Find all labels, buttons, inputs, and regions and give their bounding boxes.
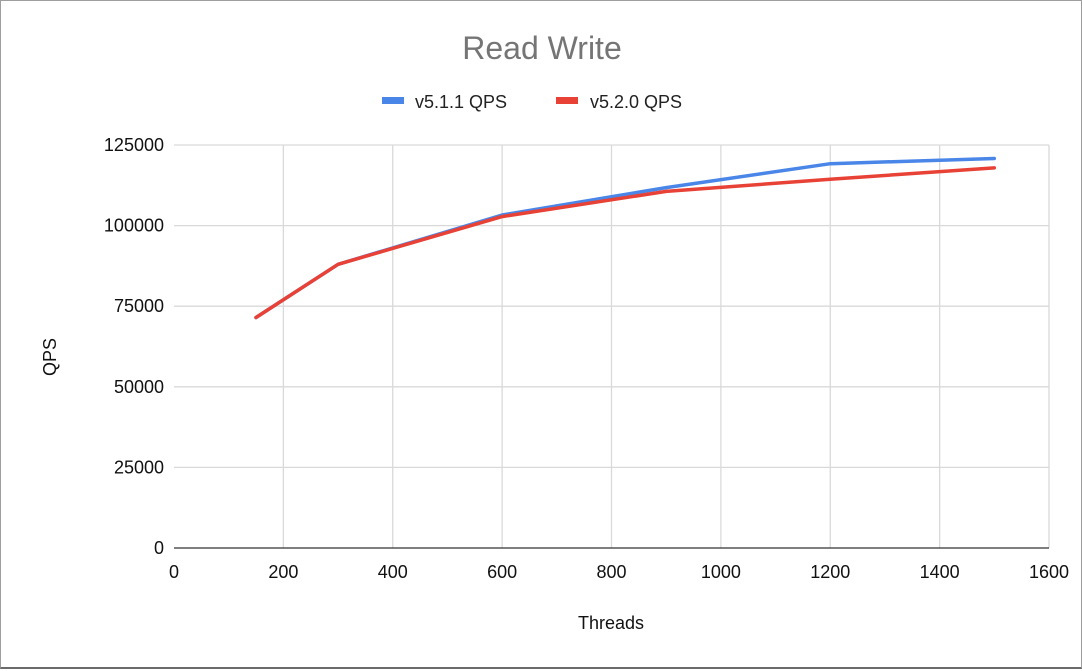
y-tick-label: 75000 [114, 296, 164, 316]
series-line-v520 [256, 168, 994, 318]
y-axis-title: QPS [40, 338, 60, 376]
chart-title: Read Write [462, 30, 621, 66]
x-tick-label: 800 [596, 562, 626, 582]
y-axis-ticks: 0 25000 50000 75000 100000 125000 [104, 135, 164, 558]
x-tick-label: 1000 [701, 562, 741, 582]
x-tick-label: 400 [378, 562, 408, 582]
legend-swatch-v520 [556, 97, 578, 104]
x-axis-ticks: 0 200 400 600 800 1000 1200 1400 1600 [169, 562, 1069, 582]
x-tick-label: 1200 [810, 562, 850, 582]
x-tick-label: 600 [487, 562, 517, 582]
y-tick-label: 25000 [114, 457, 164, 477]
y-tick-label: 0 [154, 538, 164, 558]
series-line-v511 [256, 159, 994, 318]
legend: v5.1.1 QPS v5.2.0 QPS [382, 92, 682, 112]
legend-swatch-v511 [382, 97, 404, 104]
y-tick-label: 100000 [104, 216, 164, 236]
legend-label-v511: v5.1.1 QPS [415, 92, 507, 112]
legend-label-v520: v5.2.0 QPS [590, 92, 682, 112]
y-tick-label: 50000 [114, 377, 164, 397]
x-tick-label: 1600 [1029, 562, 1069, 582]
gridlines [174, 145, 1049, 548]
x-tick-label: 0 [169, 562, 179, 582]
series-lines [256, 158, 994, 317]
x-axis-title: Threads [578, 613, 644, 633]
y-tick-label: 125000 [104, 135, 164, 155]
x-tick-label: 1400 [920, 562, 960, 582]
x-tick-label: 200 [268, 562, 298, 582]
